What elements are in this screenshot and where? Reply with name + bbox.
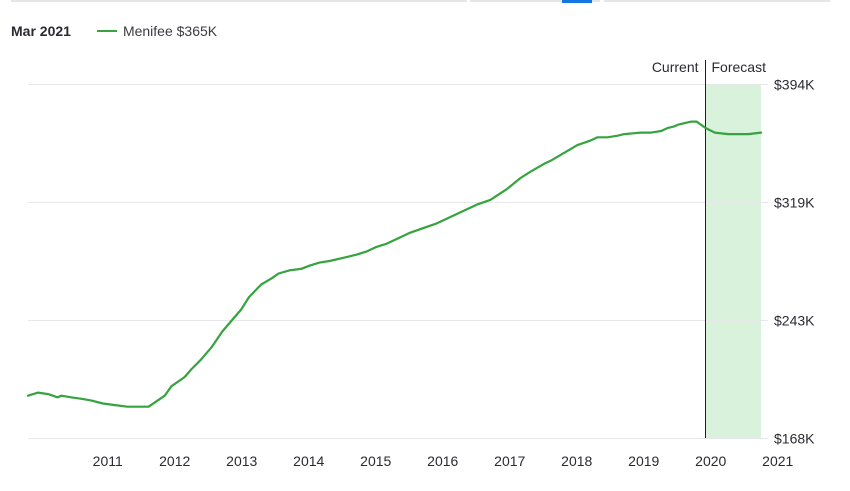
top-tab-strip xyxy=(0,0,830,3)
legend-label: Menifee $365K xyxy=(122,23,218,39)
y-tick-label: $168K xyxy=(774,431,815,447)
x-tick-label: 2016 xyxy=(427,453,458,469)
current-label: Current xyxy=(652,59,699,75)
x-tick-label: 2013 xyxy=(226,453,257,469)
series xyxy=(26,120,763,408)
forecast-shading xyxy=(705,84,761,438)
chart-header: Mar 2021 Menifee $365K xyxy=(11,20,217,42)
tab-strip-segment xyxy=(11,0,467,2)
forecast-label: Forecast xyxy=(712,59,767,75)
region-labels: Current Forecast xyxy=(652,59,766,75)
y-tick-label: $394K xyxy=(774,77,815,93)
x-tick-label: 2017 xyxy=(494,453,525,469)
tab-strip-segment xyxy=(604,0,830,2)
grid xyxy=(28,84,768,439)
x-tick-label: 2011 xyxy=(93,453,123,469)
y-tick-label: $319K xyxy=(774,195,815,211)
series-line xyxy=(26,120,763,408)
x-tick-label: 2019 xyxy=(628,453,659,469)
forecast-region xyxy=(705,84,761,438)
x-tick-label: 2012 xyxy=(159,453,190,469)
legend: Menifee $365K xyxy=(96,23,218,39)
x-axis: 2011 2012 2013 2014 2015 2016 2017 2018 2019 2020… xyxy=(93,453,794,469)
x-tick-label: 2018 xyxy=(561,453,592,469)
y-axis: $168K $243K $319K $394K xyxy=(774,77,815,447)
tab-strip-segment xyxy=(470,0,600,2)
tab-active-indicator[interactable] xyxy=(562,0,592,3)
x-tick-label: 2020 xyxy=(695,453,726,469)
y-tick-label: $243K xyxy=(774,313,815,329)
x-tick-label: 2014 xyxy=(293,453,324,469)
x-tick-label: 2021 xyxy=(762,453,793,469)
x-tick-label: 2015 xyxy=(360,453,391,469)
date-label: Mar 2021 xyxy=(11,23,71,39)
legend-swatch xyxy=(96,30,117,32)
